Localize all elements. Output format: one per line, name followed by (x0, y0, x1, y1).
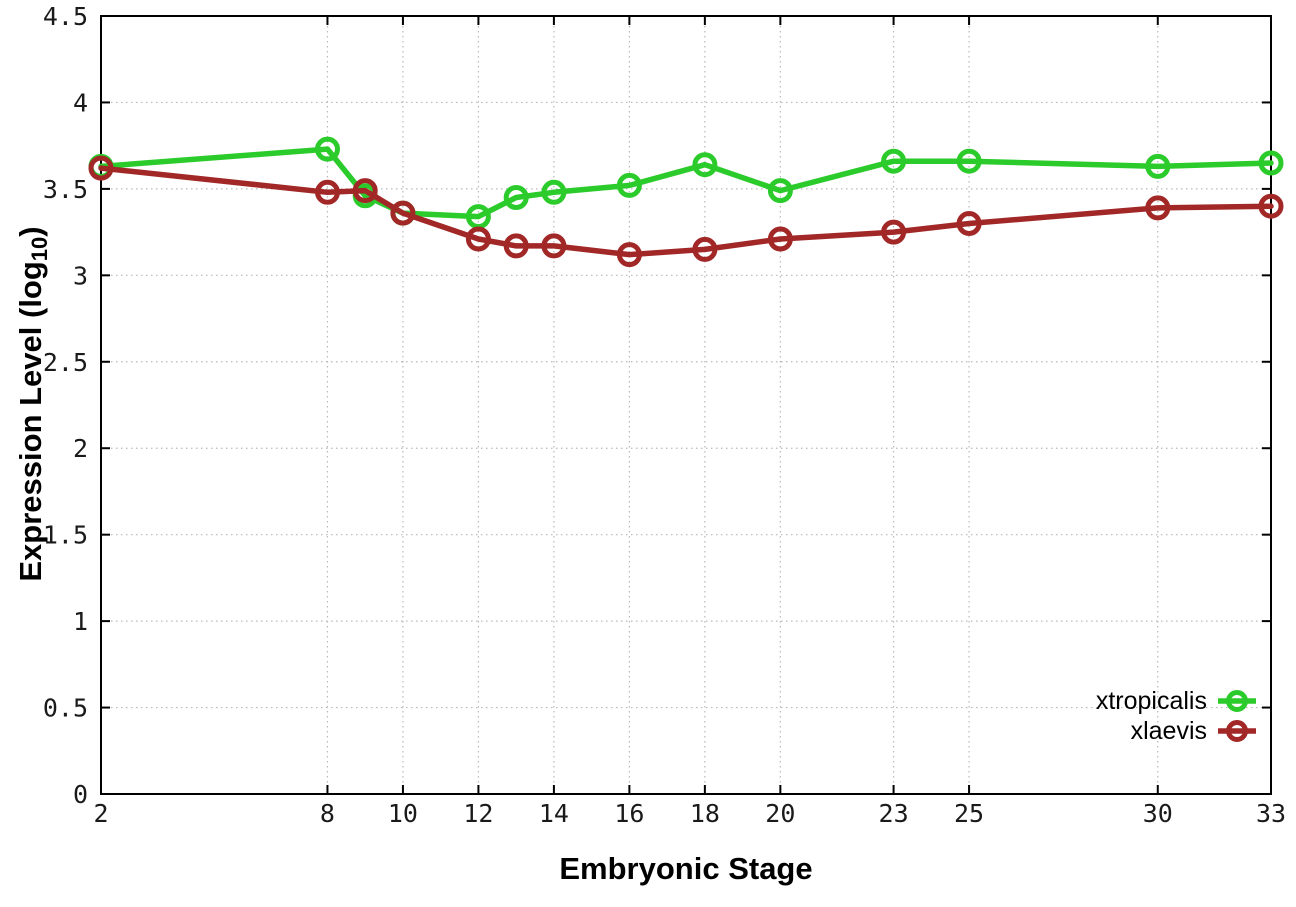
svg-text:0: 0 (73, 780, 88, 809)
svg-text:20: 20 (765, 799, 795, 828)
svg-text:1: 1 (73, 607, 88, 636)
x-axis-title: Embryonic Stage (559, 851, 813, 886)
svg-text:2.5: 2.5 (43, 348, 88, 377)
svg-text:10: 10 (388, 799, 418, 828)
legend-label-xtropicalis: xtropicalis (1095, 686, 1207, 715)
legend-label-xlaevis: xlaevis (1130, 716, 1207, 745)
svg-text:3: 3 (73, 261, 88, 290)
legend: xtropicalis xlaevis (1000, 686, 1258, 746)
legend-marker-xtropicalis-icon (1218, 690, 1256, 712)
svg-text:2: 2 (93, 799, 108, 828)
svg-text:2: 2 (73, 434, 88, 463)
y-axis-title-text: Expression Level (log (13, 261, 48, 582)
svg-text:25: 25 (954, 799, 984, 828)
svg-text:1.5: 1.5 (43, 521, 88, 550)
svg-text:4.5: 4.5 (43, 2, 88, 31)
svg-text:4: 4 (73, 88, 88, 117)
legend-item-xlaevis: xlaevis (1000, 716, 1258, 746)
legend-item-xtropicalis: xtropicalis (1000, 686, 1258, 716)
svg-text:16: 16 (614, 799, 644, 828)
legend-marker-xlaevis-icon (1218, 720, 1256, 742)
svg-text:23: 23 (879, 799, 909, 828)
svg-text:8: 8 (320, 799, 335, 828)
svg-text:3.5: 3.5 (43, 175, 88, 204)
svg-text:33: 33 (1256, 799, 1286, 828)
y-axis-title-subscript: 10 (27, 236, 52, 262)
y-axis-title-suffix: ) (13, 226, 48, 237)
svg-text:12: 12 (463, 799, 493, 828)
svg-text:30: 30 (1143, 799, 1173, 828)
y-axis-title: Expression Level (log10) (13, 226, 53, 581)
svg-text:18: 18 (690, 799, 720, 828)
svg-text:0.5: 0.5 (43, 694, 88, 723)
svg-text:14: 14 (539, 799, 569, 828)
